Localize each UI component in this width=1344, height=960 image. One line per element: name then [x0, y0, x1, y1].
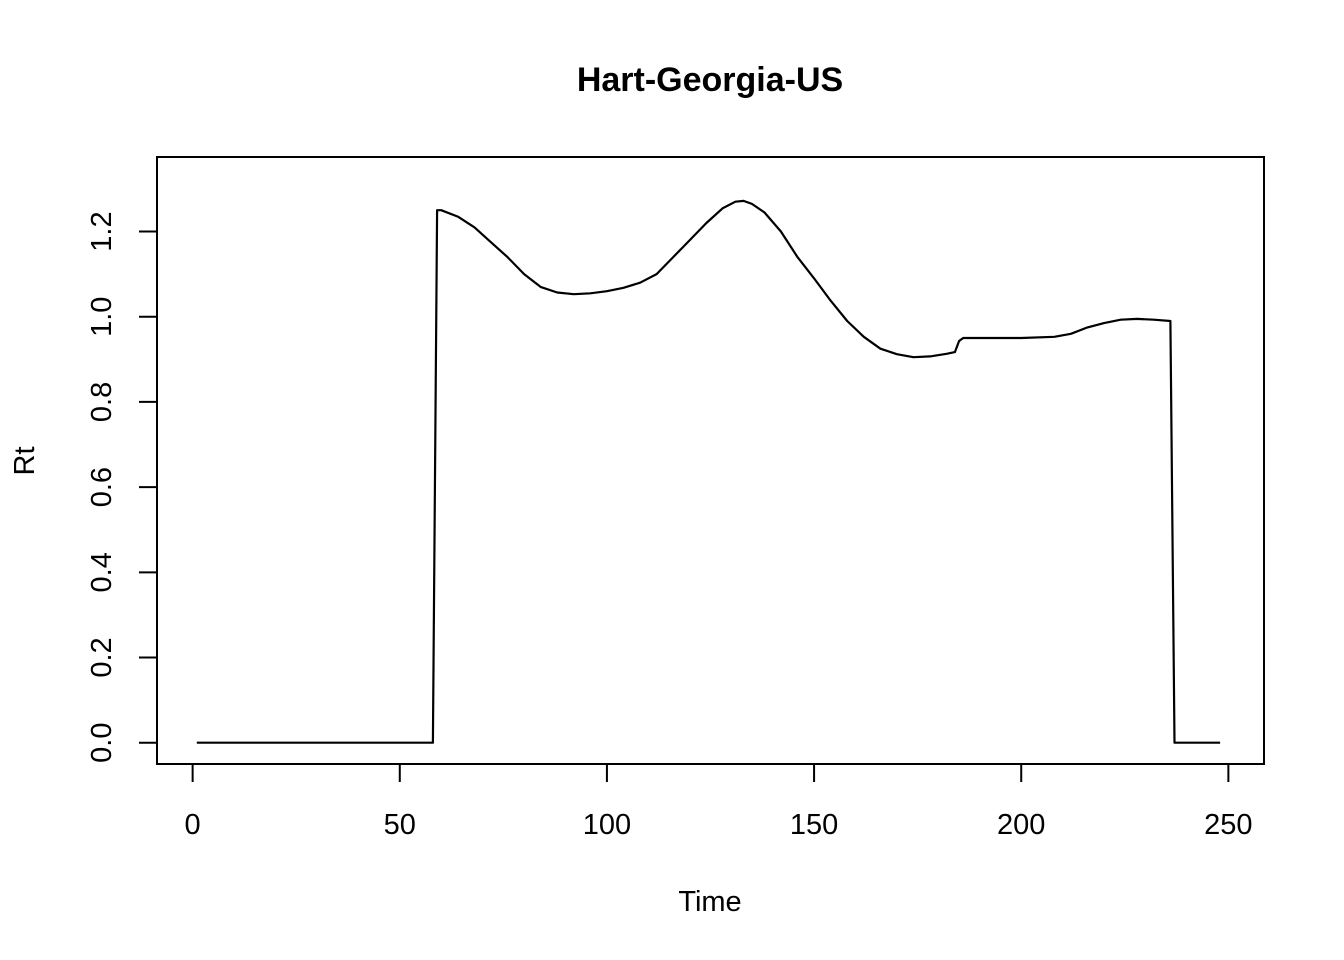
chart-title: Hart-Georgia-US	[577, 61, 843, 99]
y-tick-label: 0.8	[86, 382, 118, 422]
y-tick-label: 0.6	[86, 467, 118, 507]
y-axis: 0.0 0.2 0.4 0.6 0.8 1.0 1.2	[86, 211, 158, 763]
y-tick-label: 1.2	[86, 211, 118, 251]
y-tick-label: 1.0	[86, 297, 118, 337]
x-axis: 0 50 100 150 200 250	[185, 763, 1253, 841]
x-tick-label: 250	[1204, 809, 1252, 841]
y-tick-label: 0.0	[86, 723, 118, 763]
x-tick-label: 100	[583, 809, 631, 841]
series-line	[196, 199, 1221, 744]
y-tick-label: 0.2	[86, 637, 118, 677]
x-tick-label: 200	[997, 809, 1045, 841]
plot-frame	[156, 156, 1265, 765]
x-tick-label: 0	[185, 809, 201, 841]
series-layer	[196, 199, 1221, 744]
x-axis-label: Time	[678, 886, 741, 918]
y-tick-label: 0.4	[86, 552, 118, 592]
y-axis-label: Rt	[9, 447, 41, 476]
x-tick-label: 150	[790, 809, 838, 841]
x-tick-label: 50	[384, 809, 416, 841]
